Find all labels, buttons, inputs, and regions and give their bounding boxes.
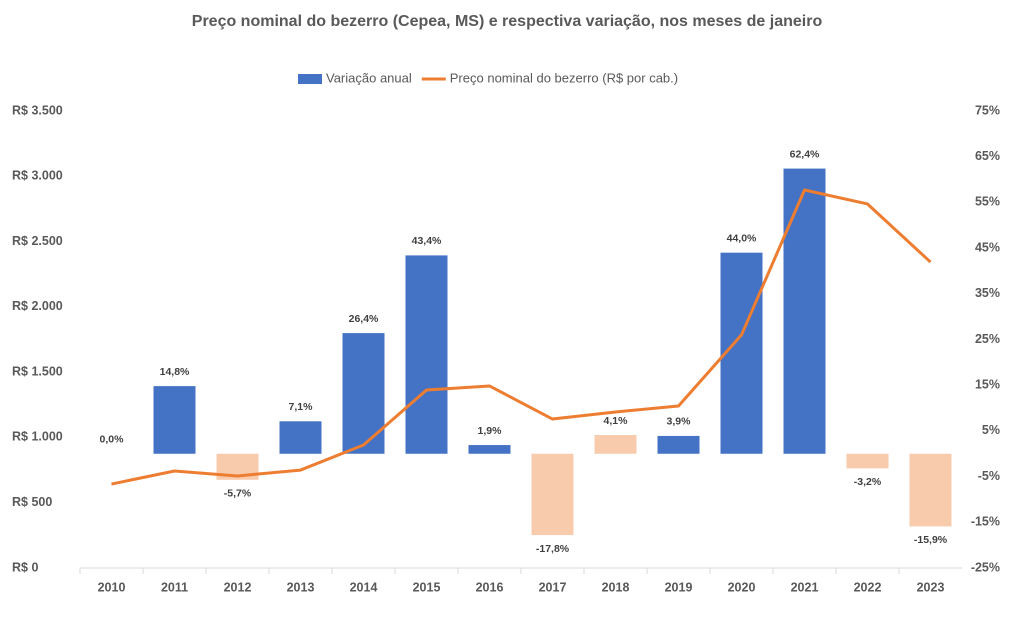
y-tick-label: R$ 1.500 <box>12 364 63 378</box>
x-tick-label: 2022 <box>854 580 882 594</box>
y2-tick-label: 75% <box>975 103 1000 117</box>
data-label: -5,7% <box>224 488 252 500</box>
y2-tick-label: 5% <box>982 423 1000 437</box>
y2-tick-label: 65% <box>975 149 1000 163</box>
y2-tick-label: -5% <box>978 469 1000 483</box>
y-tick-label: R$ 3.500 <box>12 103 63 117</box>
x-tick-label: 2018 <box>602 580 630 594</box>
y2-tick-label: -25% <box>971 560 1000 574</box>
data-label: 0,0% <box>100 434 125 446</box>
data-label: 62,4% <box>790 148 820 160</box>
x-tick-label: 2016 <box>476 580 504 594</box>
line <box>111 188 932 486</box>
data-label: 4,1% <box>604 415 629 427</box>
bar <box>783 168 826 454</box>
bar <box>720 252 763 454</box>
x-tick-label: 2015 <box>413 580 441 594</box>
x-tick-label: 2021 <box>791 580 819 594</box>
data-label: 3,9% <box>667 416 692 428</box>
x-tick-label: 2014 <box>350 580 378 594</box>
bar <box>909 453 952 527</box>
data-label: 14,8% <box>160 366 190 378</box>
x-tick-label: 2023 <box>917 580 945 594</box>
y-tick-label: R$ 3.000 <box>12 169 63 183</box>
bar <box>594 435 637 454</box>
y-tick-label: R$ 2.500 <box>12 234 63 248</box>
y2-tick-label: 55% <box>975 195 1000 209</box>
y-tick-label: R$ 2.000 <box>12 299 63 313</box>
legend-label: Preço nominal do bezerro (R$ por cab.) <box>450 70 678 85</box>
y2-tick-label: -15% <box>971 515 1000 529</box>
bar <box>657 435 700 454</box>
bar <box>153 386 196 454</box>
data-label: -17,8% <box>536 543 570 555</box>
y2-tick-label: 15% <box>975 377 1000 391</box>
data-label: 26,4% <box>349 313 379 325</box>
data-label: 7,1% <box>289 401 314 413</box>
y-tick-label: R$ 1.000 <box>12 430 63 444</box>
bar <box>531 453 574 536</box>
legend-label: Variação anual <box>326 70 412 85</box>
x-tick-label: 2019 <box>665 580 693 594</box>
data-label: -3,2% <box>854 476 882 488</box>
bar <box>342 333 385 454</box>
bar <box>279 421 322 454</box>
x-tick-label: 2012 <box>224 580 252 594</box>
data-label: -15,9% <box>914 534 948 546</box>
y2-tick-label: 35% <box>975 286 1000 300</box>
bar <box>846 453 889 469</box>
x-tick-label: 2013 <box>287 580 315 594</box>
y2-tick-label: 45% <box>975 240 1000 254</box>
data-label: 43,4% <box>412 235 442 247</box>
bar <box>405 255 448 454</box>
x-tick-label: 2011 <box>161 580 188 594</box>
legend-swatch <box>298 74 322 84</box>
chart-title: Preço nominal do bezerro (Cepea, MS) e r… <box>192 13 823 30</box>
data-label: 1,9% <box>478 425 503 437</box>
x-tick-label: 2010 <box>98 580 126 594</box>
x-tick-label: 2017 <box>539 580 567 594</box>
x-tick-label: 2020 <box>728 580 756 594</box>
bar <box>468 445 511 454</box>
y-tick-label: R$ 0 <box>12 560 38 574</box>
y-tick-label: R$ 500 <box>12 495 52 509</box>
data-label: 44,0% <box>727 232 757 244</box>
y2-tick-label: 25% <box>975 332 1000 346</box>
